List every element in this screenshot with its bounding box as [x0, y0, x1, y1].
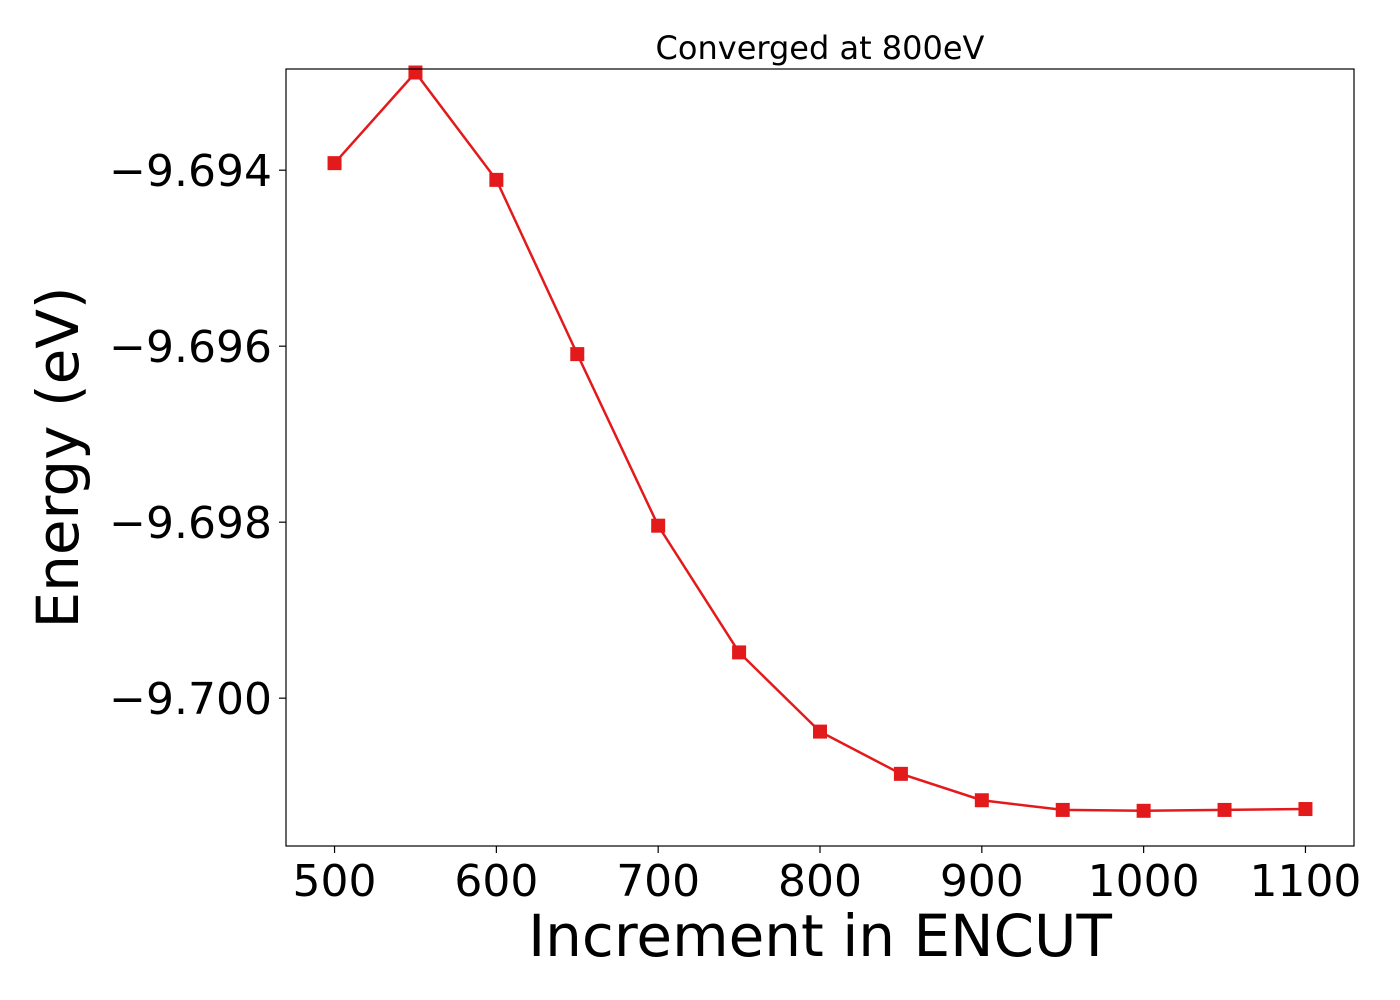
x-tick-label: 1000 — [1088, 856, 1200, 907]
y-tick-label: −9.700 — [109, 674, 272, 725]
x-tick-label: 900 — [940, 856, 1024, 907]
y-axis: −9.694 −9.696 −9.698 −9.700 — [109, 146, 286, 725]
x-axis: 500 600 700 800 900 1000 1100 — [293, 846, 1361, 907]
x-tick-label: 800 — [778, 856, 862, 907]
chart-title: Converged at 800eV — [656, 29, 985, 67]
x-tick-label: 500 — [293, 856, 377, 907]
x-tick-label: 700 — [616, 856, 700, 907]
data-point — [327, 156, 342, 171]
data-point — [813, 724, 827, 739]
data-point — [1136, 803, 1151, 818]
data-point — [489, 172, 504, 187]
x-tick-label: 1100 — [1249, 856, 1361, 907]
data-point — [893, 766, 908, 781]
x-axis-label: Increment in ENCUT — [528, 902, 1112, 970]
data-point — [570, 347, 585, 362]
data-point — [408, 65, 423, 80]
data-point — [1055, 802, 1070, 817]
series-line — [333, 70, 1306, 813]
y-axis-label: Energy (eV) — [24, 286, 92, 628]
y-tick-label: −9.694 — [109, 146, 272, 197]
y-tick-label: −9.696 — [109, 322, 272, 373]
data-point — [1298, 802, 1313, 817]
x-tick-label: 600 — [454, 856, 538, 907]
data-point — [651, 518, 666, 533]
data-point — [732, 645, 747, 660]
y-tick-label: −9.698 — [109, 498, 272, 549]
plot-area — [327, 65, 1313, 818]
data-point — [1217, 802, 1232, 817]
data-point — [974, 793, 989, 808]
